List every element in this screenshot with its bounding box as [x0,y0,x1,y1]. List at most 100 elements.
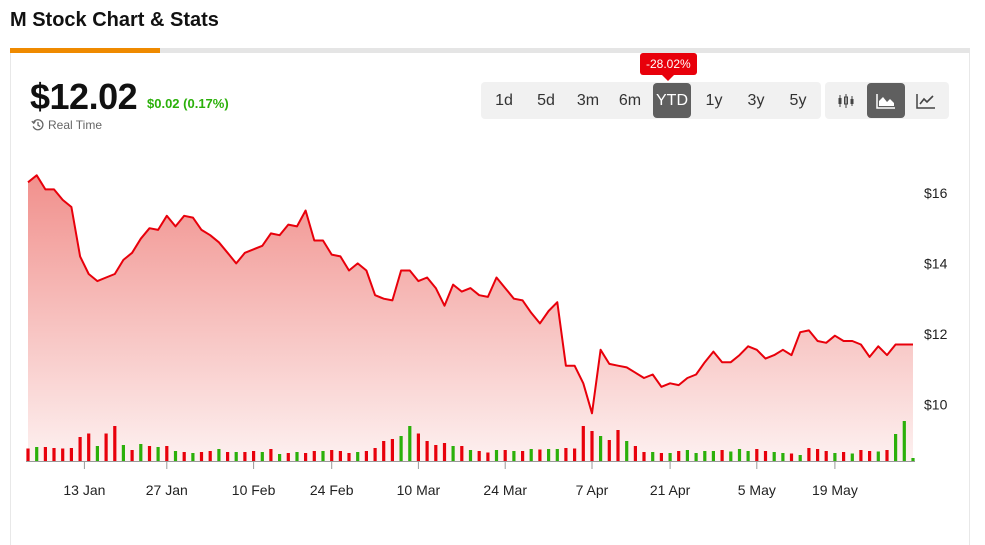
range-button-1d[interactable]: 1d [495,91,513,109]
volume-bar [390,439,394,461]
volume-bar [234,452,238,461]
range-button-3y[interactable]: 3y [747,91,765,109]
volume-bar [772,452,776,461]
volume-bar [295,452,299,461]
volume-bar [824,451,828,461]
volume-bar [625,441,629,461]
chart-card [10,53,970,545]
volume-bar [87,433,91,461]
volume-bar [442,443,447,461]
volume-bar [330,450,334,461]
volume-bar [798,455,802,461]
volume-bar [69,448,73,461]
volume-bar [434,445,438,461]
y-tick-label: $10 [924,397,948,413]
volume-bar [468,450,473,461]
x-tick-label: 24 Feb [310,482,354,498]
volume-bar [876,451,880,461]
volume-bar [755,449,759,461]
volume-bar [269,449,273,461]
title-underline [10,48,970,53]
volume-bar [581,426,585,461]
volume-bar [494,450,499,461]
volume-bar [850,453,854,461]
volume-bar [599,436,603,461]
title-underline-accent [10,48,160,53]
volume-bar [104,433,108,461]
volume-bar [737,449,742,461]
volume-bar [616,430,620,461]
volume-bar [408,426,412,461]
volume-bar [304,453,308,461]
x-tick-label: 7 Apr [576,482,609,498]
volume-bar [356,452,360,461]
volume-bar [26,448,30,461]
x-tick-label: 10 Mar [397,482,441,498]
volume-bar [217,449,221,461]
volume-bar [191,453,195,461]
volume-bar [694,453,698,461]
range-button-5y[interactable]: 5y [789,91,807,109]
volume-bar [902,421,906,461]
volume-bar [833,453,837,461]
volume-bar [147,446,152,461]
volume-bar [182,452,186,461]
volume-bar [278,454,282,461]
volume-bar [573,448,577,461]
volume-bar [789,453,794,461]
volume-bar [633,446,637,461]
volume-bar [460,446,464,461]
volume-bar [477,451,481,461]
range-button-6m[interactable]: 6m [618,91,642,109]
volume-bar [61,448,65,461]
range-selector: 1d 5d 3m 6m YTD 1y 3y 5y [481,82,821,119]
price-change: $0.02 (0.17%) [147,96,229,111]
volume-bar [338,451,342,461]
line-chart-button[interactable] [907,83,945,118]
volume-bar [711,451,715,461]
volume-bar [521,451,525,461]
volume-bar [807,448,811,461]
volume-bar [173,451,178,461]
range-button-ytd[interactable]: YTD [653,83,691,118]
volume-bar [139,444,143,461]
volume-bar [868,451,872,461]
range-button-3m[interactable]: 3m [576,91,600,109]
volume-bar [564,448,568,461]
volume-bar [252,451,256,461]
volume-bar [243,452,247,461]
page-title: M Stock Chart & Stats [10,9,219,31]
volume-bar [312,451,316,461]
volume-bar [165,446,169,461]
volume-bar [35,447,39,461]
x-tick-label: 5 May [738,482,776,498]
volume-bar [842,452,846,461]
volume-bar [503,450,507,461]
y-tick-label: $14 [924,255,948,271]
volume-bar [130,450,134,461]
x-tick-label: 19 May [812,482,858,498]
volume-bar [894,434,898,461]
volume-bar [121,445,125,461]
price-line [27,174,913,415]
volume-bar [95,446,99,461]
volume-bar [156,447,160,461]
history-clock-icon [31,119,44,131]
volume-bar [208,451,212,461]
range-button-1y[interactable]: 1y [705,91,723,109]
volume-bar [538,449,542,461]
candlestick-button[interactable] [827,83,865,118]
x-tick-label: 24 Mar [483,482,527,498]
volume-bar [781,453,785,461]
volume-bar [685,450,689,461]
volume-bar [651,452,655,461]
volume-bar [547,449,551,461]
area-chart-button[interactable] [867,83,905,118]
stock-price: $12.02 [30,76,138,117]
volume-bar [885,450,889,461]
x-tick-label: 27 Jan [146,482,188,498]
volume-bar [642,452,646,461]
realtime-label: Real Time [48,118,103,132]
range-button-5d[interactable]: 5d [537,91,555,109]
